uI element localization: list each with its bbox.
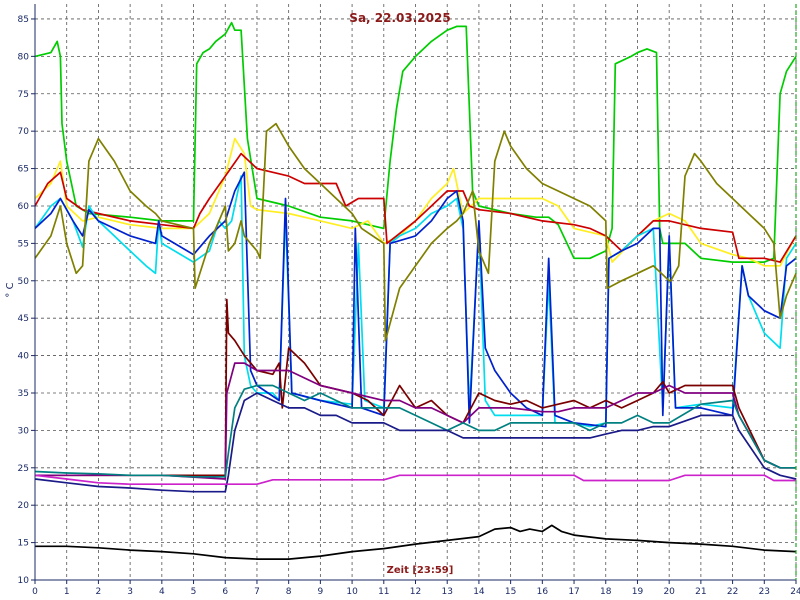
axis-layer: 0 1 2 3 4 5 6 7 8 9 10 11 12 13 14 15 16 17 18 19 20 21 22 23 24… <box>18 4 800 597</box>
series-line-12 <box>35 524 797 560</box>
x-tick-label: 12 <box>410 587 421 597</box>
series-line-5 <box>34 171 797 428</box>
x-tick-label: 4 <box>159 587 165 597</box>
y-tick-label: 40 <box>18 352 30 362</box>
y-tick-label: 60 <box>18 202 30 212</box>
y-tick-label: 20 <box>18 501 30 511</box>
x-tick-label: 0 <box>32 587 38 597</box>
series-line-1 <box>34 21 797 263</box>
series-line-9 <box>34 384 796 478</box>
x-tick-label: 16 <box>537 587 549 597</box>
x-tick-label: 3 <box>127 587 133 597</box>
y-tick-label: 85 <box>18 15 29 25</box>
x-tick-label: 5 <box>191 587 197 597</box>
y-tick-label: 30 <box>18 426 30 436</box>
y-tick-label: 65 <box>18 165 29 175</box>
series-line-11 <box>34 474 796 486</box>
series-line-2 <box>34 137 797 267</box>
x-tick-label: 13 <box>441 587 452 597</box>
x-axis-caption: Zeit [23:59] <box>387 565 454 576</box>
x-tick-label: 23 <box>759 587 770 597</box>
y-tick-label: 75 <box>18 90 29 100</box>
chart-title: Sa, 22.03.2025 <box>349 11 450 25</box>
x-tick-label: 15 <box>505 587 516 597</box>
y-tick-label: 45 <box>18 314 29 324</box>
series-layer <box>34 21 797 560</box>
series-line-10 <box>34 392 797 493</box>
x-tick-label: 18 <box>600 587 612 597</box>
x-tick-label: 7 <box>254 587 260 597</box>
x-tick-label: 24 <box>790 587 800 597</box>
x-tick-label: 2 <box>96 587 102 597</box>
x-tick-label: 6 <box>222 587 228 597</box>
y-axis-caption: ° C <box>5 282 16 297</box>
x-tick-label: 9 <box>318 587 324 597</box>
series-line-4 <box>34 175 797 428</box>
x-tick-label: 22 <box>727 587 738 597</box>
y-tick-label: 80 <box>18 52 30 62</box>
y-tick-label: 70 <box>18 127 30 137</box>
x-tick-label: 21 <box>695 587 706 597</box>
series-line-3 <box>34 152 797 263</box>
series-line-6 <box>34 122 797 342</box>
x-tick-label: 1 <box>64 587 70 597</box>
series-line-7 <box>35 298 796 477</box>
y-tick-label: 35 <box>18 389 29 399</box>
x-tick-label: 8 <box>286 587 292 597</box>
x-tick-label: 11 <box>378 587 389 597</box>
x-tick-label: 14 <box>473 587 485 597</box>
y-tick-label: 25 <box>18 464 29 474</box>
x-tick-label: 10 <box>346 587 358 597</box>
y-tick-label: 50 <box>18 277 30 287</box>
x-tick-label: 20 <box>663 587 675 597</box>
x-tick-label: 19 <box>632 587 644 597</box>
y-tick-label: 10 <box>18 576 30 586</box>
x-tick-label: 17 <box>568 587 579 597</box>
y-tick-label: 55 <box>18 239 29 249</box>
y-tick-label: 15 <box>18 539 29 549</box>
